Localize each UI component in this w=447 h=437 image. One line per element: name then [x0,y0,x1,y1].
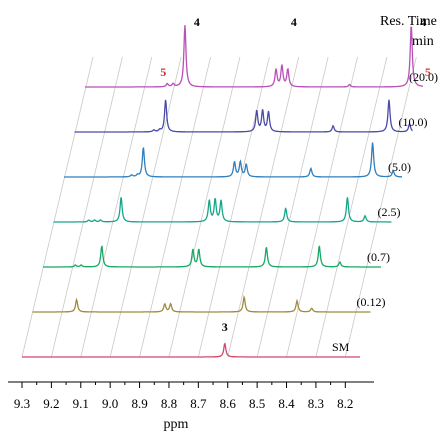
compound-label-5: 5 [425,65,431,79]
compound-label-3: 4 [420,15,426,29]
spectrum-trace-0 [22,342,360,358]
series-label-1: (0.12) [357,295,386,309]
x-tick-label-11: 8.2 [337,396,353,411]
x-tick-label-2: 9.1 [73,396,89,411]
series-label-2: (0.7) [367,250,390,264]
grid-line-2 [80,56,153,358]
x-tick-label-8: 8.5 [249,396,265,411]
grid-line-0 [21,56,94,358]
x-tick-label-6: 8.7 [190,396,207,411]
x-tick-label-9: 8.4 [278,396,295,411]
spectra-layer [22,25,424,358]
series-label-6: (20.0) [409,70,438,84]
spectrum-trace-4 [64,142,402,178]
grid-line-10 [315,56,388,358]
grid-layer [21,56,417,358]
compound-label-2: 4 [291,15,297,29]
x-tick-label-4: 8.9 [131,396,147,411]
x-axis-label: ppm [164,417,189,432]
grid-line-7 [227,56,300,358]
header-unit: min [412,34,434,49]
x-tick-label-1: 9.2 [43,396,59,411]
grid-line-6 [197,56,270,358]
grid-line-8 [256,56,329,358]
grid-line-5 [168,56,241,358]
series-label-0: SM [332,340,350,354]
x-axis: 9.3 9.2 9.1 9.0 8.9 8.8 8.7 8.6 8.5 8.4 8.3 8.2 [8,381,374,411]
labels-layer: SM (0.12) (0.7) (2.5) (5.0) (10.0) (20.0) 3 4 4 4 5… [160,15,438,354]
grid-line-4 [139,56,211,358]
compound-label-4: 5 [160,65,166,79]
spectrum-trace-5 [74,99,413,133]
spectrum-trace-3 [53,197,392,223]
x-tick-label-7: 8.6 [220,396,237,411]
x-tick-label-0: 9.3 [14,396,30,411]
series-label-4: (5.0) [388,160,411,174]
x-tick-label-10: 8.3 [308,396,324,411]
compound-label-0: 3 [222,320,228,334]
compound-label-1: 4 [194,15,200,29]
series-label-5: (10.0) [399,115,428,129]
spectrum-trace-6 [85,25,424,88]
x-tick-label-5: 8.8 [161,396,177,411]
spectrum-trace-2 [43,245,381,268]
x-tick-label-3: 9.0 [102,396,118,411]
header-title: Res. Time [380,14,437,29]
spectrum-trace-1 [32,294,371,313]
grid-line-11 [344,56,417,358]
grid-line-1 [51,56,123,358]
series-label-3: (2.5) [378,205,401,219]
grid-line-3 [109,56,182,358]
